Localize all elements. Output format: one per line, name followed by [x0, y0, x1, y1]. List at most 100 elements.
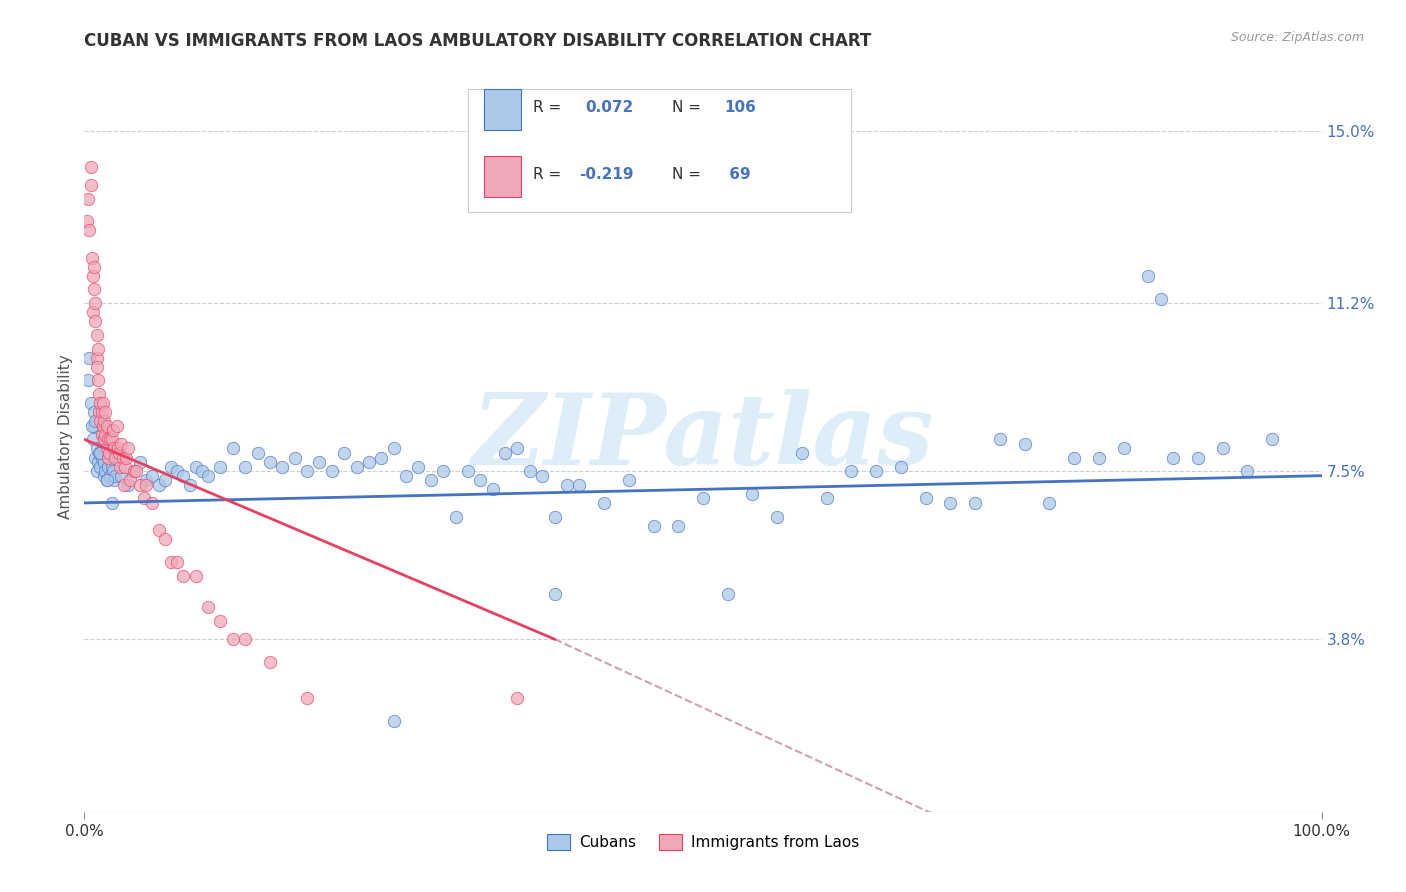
Point — [89, 405, 111, 419]
Point — [115, 450, 138, 465]
Point — [395, 468, 418, 483]
Point — [89, 396, 111, 410]
Point — [86, 359, 108, 374]
Point — [965, 496, 987, 510]
Point — [209, 614, 232, 628]
Point — [89, 414, 111, 428]
Point — [93, 468, 115, 483]
Point — [96, 473, 118, 487]
Point — [444, 509, 467, 524]
Point — [80, 418, 103, 433]
Point — [91, 396, 114, 410]
Point — [125, 464, 148, 478]
Point — [259, 455, 281, 469]
Point — [112, 477, 135, 491]
Point — [370, 450, 392, 465]
Bar — [484, 88, 522, 130]
Point — [481, 483, 503, 497]
Point — [543, 509, 565, 524]
Point — [90, 427, 112, 442]
Point — [100, 496, 122, 510]
Point — [97, 450, 120, 465]
Point — [166, 555, 188, 569]
Point — [89, 459, 111, 474]
Point — [93, 414, 115, 428]
Point — [1150, 292, 1173, 306]
Point — [129, 477, 152, 491]
Point — [108, 446, 131, 460]
Point — [89, 446, 111, 460]
Point — [110, 437, 132, 451]
Point — [259, 655, 281, 669]
Point — [233, 632, 256, 647]
Point — [191, 464, 214, 478]
Point — [197, 600, 219, 615]
Point — [295, 464, 318, 478]
Point — [93, 455, 115, 469]
Point — [135, 477, 157, 491]
Point — [82, 305, 104, 319]
Point — [107, 442, 129, 456]
Point — [101, 423, 124, 437]
Point — [105, 418, 128, 433]
Point — [86, 351, 108, 365]
Point — [91, 442, 114, 456]
Point — [148, 477, 170, 491]
Point — [135, 473, 157, 487]
Point — [96, 473, 118, 487]
Point — [83, 260, 105, 274]
Point — [988, 433, 1011, 447]
Point — [98, 446, 121, 460]
Text: N =: N = — [672, 100, 706, 115]
Point — [117, 477, 139, 491]
Point — [160, 555, 183, 569]
Point — [1088, 450, 1111, 465]
Point — [86, 442, 108, 456]
Point — [543, 587, 565, 601]
Point — [1014, 437, 1036, 451]
Point — [568, 477, 591, 491]
Point — [79, 160, 101, 174]
Point — [222, 442, 245, 456]
Point — [96, 442, 118, 456]
Legend: Cubans, Immigrants from Laos: Cubans, Immigrants from Laos — [541, 829, 865, 856]
Point — [457, 464, 479, 478]
Point — [172, 568, 194, 582]
Point — [77, 373, 100, 387]
Point — [1112, 442, 1135, 456]
Point — [117, 442, 139, 456]
Point — [153, 473, 176, 487]
Point — [1063, 450, 1085, 465]
Point — [382, 714, 405, 728]
Point — [153, 533, 176, 547]
Point — [114, 459, 136, 474]
Point — [120, 473, 142, 487]
Point — [87, 342, 110, 356]
Point — [84, 314, 107, 328]
Text: -0.219: -0.219 — [579, 168, 634, 182]
Point — [166, 464, 188, 478]
Point — [90, 450, 112, 465]
Point — [1038, 496, 1060, 510]
Point — [77, 192, 100, 206]
Point — [741, 487, 763, 501]
Point — [841, 464, 863, 478]
Text: Source: ZipAtlas.com: Source: ZipAtlas.com — [1230, 31, 1364, 45]
Point — [865, 464, 887, 478]
Point — [555, 477, 578, 491]
Point — [295, 691, 318, 706]
Point — [91, 418, 114, 433]
Point — [86, 327, 108, 342]
Point — [506, 691, 529, 706]
Point — [129, 455, 152, 469]
Point — [233, 459, 256, 474]
Point — [104, 450, 127, 465]
Text: R =: R = — [533, 168, 567, 182]
Point — [419, 473, 441, 487]
Point — [82, 268, 104, 283]
Point — [79, 223, 101, 237]
Point — [346, 459, 368, 474]
Point — [382, 442, 405, 456]
Point — [84, 450, 107, 465]
Point — [506, 442, 529, 456]
